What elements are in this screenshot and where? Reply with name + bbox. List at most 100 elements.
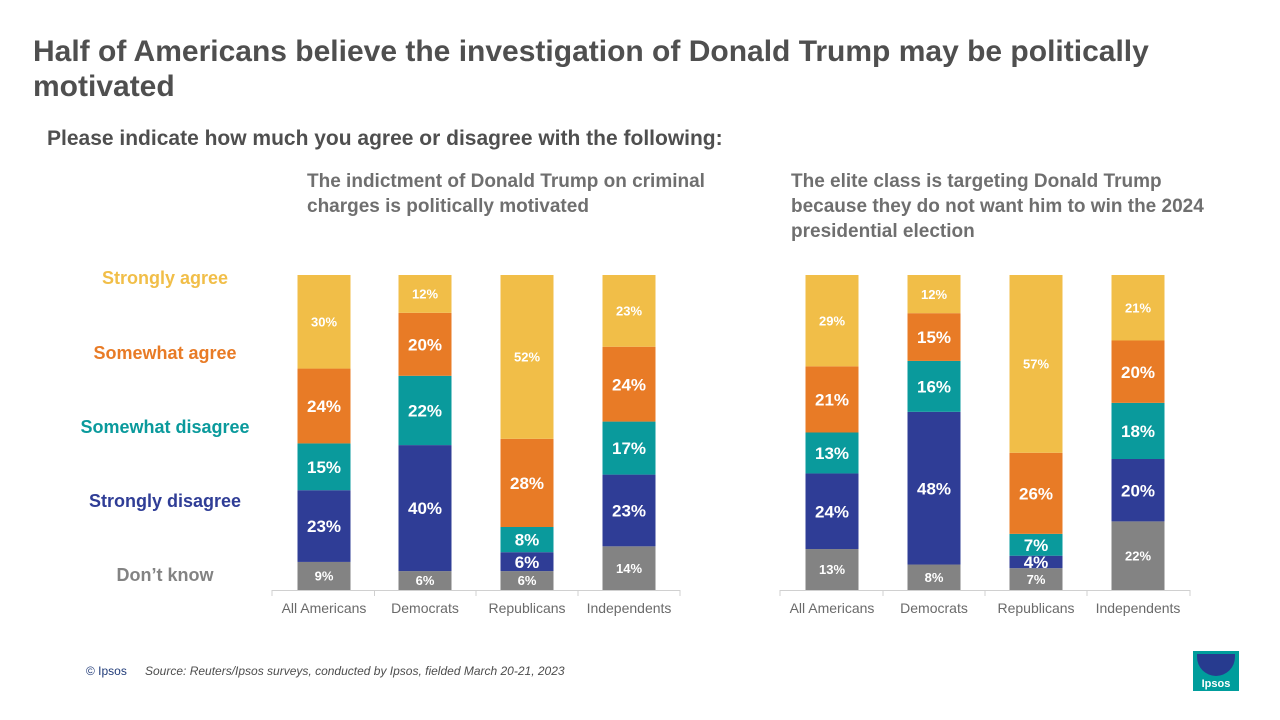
data-label: 23% [616,304,642,319]
x-tick-label: Democrats [900,600,968,616]
chart-title: Half of Americans believe the investigat… [33,35,1149,103]
data-label: 20% [1121,363,1155,382]
bar-segment-strongly-agree [398,275,452,313]
data-label: 52% [514,350,540,365]
legend-somewhat-disagree: Somewhat disagree [80,417,250,437]
data-label: 21% [815,391,849,410]
bar-segment-dont-know [805,549,859,590]
data-label: 18% [1121,422,1155,441]
data-label: 12% [921,287,947,302]
bar-segment-strongly-disagree [907,411,961,565]
bar-segment-strongly-agree [297,275,351,369]
data-label: 20% [1121,481,1155,500]
copyright: © Ipsos [86,664,127,678]
data-label: 8% [925,570,944,585]
data-label: 29% [819,313,845,328]
bar-segment-somewhat-agree [398,312,452,376]
data-label: 40% [408,499,442,518]
data-label: 4% [1024,553,1049,572]
ipsos-logo: Ipsos [1193,651,1239,691]
bar-segment-strongly-agree [1111,275,1165,341]
bar-segment-strongly-disagree [1009,555,1063,569]
data-label: 30% [311,314,337,329]
data-label: 57% [1023,357,1049,372]
ipsos-logo-text: Ipsos [1201,678,1231,690]
data-label: 22% [408,402,442,421]
bar-segment-strongly-disagree [602,474,656,547]
bar-segment-dont-know [907,564,961,590]
data-label: 23% [612,502,646,521]
bar-segment-somewhat-disagree [398,375,452,446]
data-label: 24% [307,397,341,416]
bar-segment-strongly-agree [500,275,554,439]
data-label: 6% [416,573,435,588]
bar-segment-strongly-disagree [297,490,351,562]
source-note: Source: Reuters/Ipsos surveys, conducted… [145,664,565,678]
x-tick-label: All Americans [790,600,875,616]
data-label: 6% [515,553,540,572]
data-label: 23% [307,517,341,536]
data-label: 24% [612,375,646,394]
x-tick-label: Republicans [488,600,565,616]
data-label: 12% [412,287,438,302]
bar-segment-strongly-disagree [398,445,452,572]
data-label: 14% [616,561,642,576]
bar-segment-somewhat-disagree [805,432,859,474]
bar-segment-somewhat-disagree [1111,402,1165,460]
data-label: 8% [515,531,540,550]
bar-segment-somewhat-disagree [602,421,656,475]
legend-somewhat-agree: Somewhat agree [93,343,237,363]
bar-segment-somewhat-agree [805,366,859,433]
bar-segment-dont-know [602,546,656,590]
data-label: 15% [917,328,951,347]
bar-segment-strongly-agree [805,275,859,367]
data-label: 9% [315,569,334,584]
bar-segment-somewhat-agree [602,346,656,422]
bar-segment-somewhat-agree [500,438,554,527]
panel-2-question: The elite class is targeting Donald Trum… [791,171,1204,242]
data-label: 13% [819,562,845,577]
data-label: 17% [612,439,646,458]
bar-segment-somewhat-disagree [500,527,554,553]
data-label: 28% [510,474,544,493]
x-tick-label: Independents [1096,600,1181,616]
legend-dont-know: Don’t know [116,565,214,585]
bar-segment-somewhat-agree [907,313,961,361]
legend-strongly-disagree: Strongly disagree [88,491,242,511]
bar-segment-dont-know [1111,521,1165,590]
chart-subtitle: Please indicate how much you agree or di… [47,127,723,150]
bar-segment-strongly-agree [1009,275,1063,453]
bar-segment-strongly-agree [602,275,656,347]
x-tick-label: Democrats [391,600,459,616]
bar-segment-dont-know [297,561,351,590]
x-tick-label: All Americans [282,600,367,616]
bar-segment-strongly-agree [907,275,961,314]
bar-segment-strongly-disagree [500,552,554,572]
bar-segment-strongly-disagree [1111,459,1165,522]
bar-segment-somewhat-disagree [1009,533,1063,556]
data-label: 24% [815,502,849,521]
x-tick-label: Independents [587,600,672,616]
bar-segment-somewhat-agree [297,368,351,444]
data-label: 6% [518,573,537,588]
bar-segment-dont-know [500,571,554,590]
data-label: 7% [1024,536,1049,555]
legend-strongly-agree: Strongly agree [101,268,229,288]
bar-segment-somewhat-agree [1009,452,1063,534]
bar-segment-dont-know [398,571,452,590]
data-label: 26% [1019,484,1053,503]
bar-segment-dont-know [1009,568,1063,590]
data-label: 22% [1125,548,1151,563]
panel-1-question: The indictment of Donald Trump on crimin… [307,171,705,217]
bar-segment-somewhat-disagree [907,360,961,412]
data-label: 7% [1027,572,1046,587]
data-label: 20% [408,335,442,354]
data-label: 13% [815,444,849,463]
bar-segment-somewhat-disagree [297,443,351,491]
bar-segment-somewhat-agree [1111,340,1165,403]
bar-segment-strongly-disagree [805,473,859,550]
data-label: 16% [917,377,951,396]
ipsos-logo-shape [1197,654,1235,676]
data-label: 48% [917,479,951,498]
